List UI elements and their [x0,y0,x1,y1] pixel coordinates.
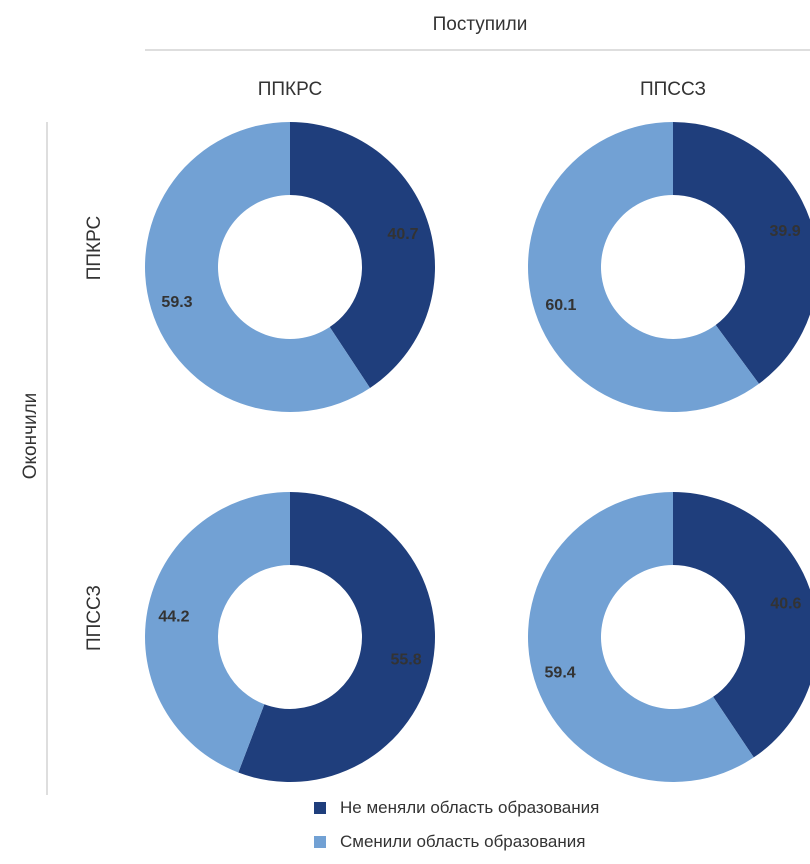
value-label-r0-c1-s1: 60.1 [545,297,576,314]
column-label-ppkrs: ППКРС [258,79,323,100]
slice-r1-c1-s0 [673,492,810,758]
slice-r0-c1-s1 [528,122,759,412]
slice-r1-c0-s0 [238,492,435,782]
value-label-r0-c0-s0: 40.7 [387,226,418,243]
row-axis-label: Окончили [20,393,41,480]
slice-r1-c1-s1 [527,492,754,782]
column-axis-label: Поступили [433,14,528,35]
slice-r0-c0-s0 [290,122,435,388]
value-label-r1-c0-s0: 55.8 [390,651,421,668]
row-label-ppkrs: ППКРС [84,216,105,281]
value-label-r1-c1-s1: 59.4 [545,664,576,681]
slice-r0-c1-s0 [673,122,810,384]
slice-r0-c0-s1 [144,122,370,413]
column-label-ppssz: ППССЗ [640,79,706,100]
legend-label-unchanged: Не меняли область образования [340,798,600,817]
legend-swatch-unchanged [314,802,326,814]
row-label-ppssz: ППССЗ [84,585,105,651]
donuts: 40.7 59.3 39.9 60.1 55.8 44.2 40.6 59.4 [144,122,810,782]
value-label-r0-c0-s1: 59.3 [161,294,192,311]
legend: Не меняли область образования Сменили об… [314,796,599,864]
value-label-r0-c1-s0: 39.9 [770,223,801,240]
legend-item-unchanged: Не меняли область образования [314,796,599,820]
legend-swatch-changed [314,836,326,848]
legend-label-changed: Сменили область образования [340,832,586,851]
legend-item-changed: Сменили область образования [314,830,599,854]
value-label-r1-c1-s0: 40.6 [770,596,801,613]
value-label-r1-c0-s1: 44.2 [158,609,189,626]
slice-r1-c0-s1 [144,492,290,773]
